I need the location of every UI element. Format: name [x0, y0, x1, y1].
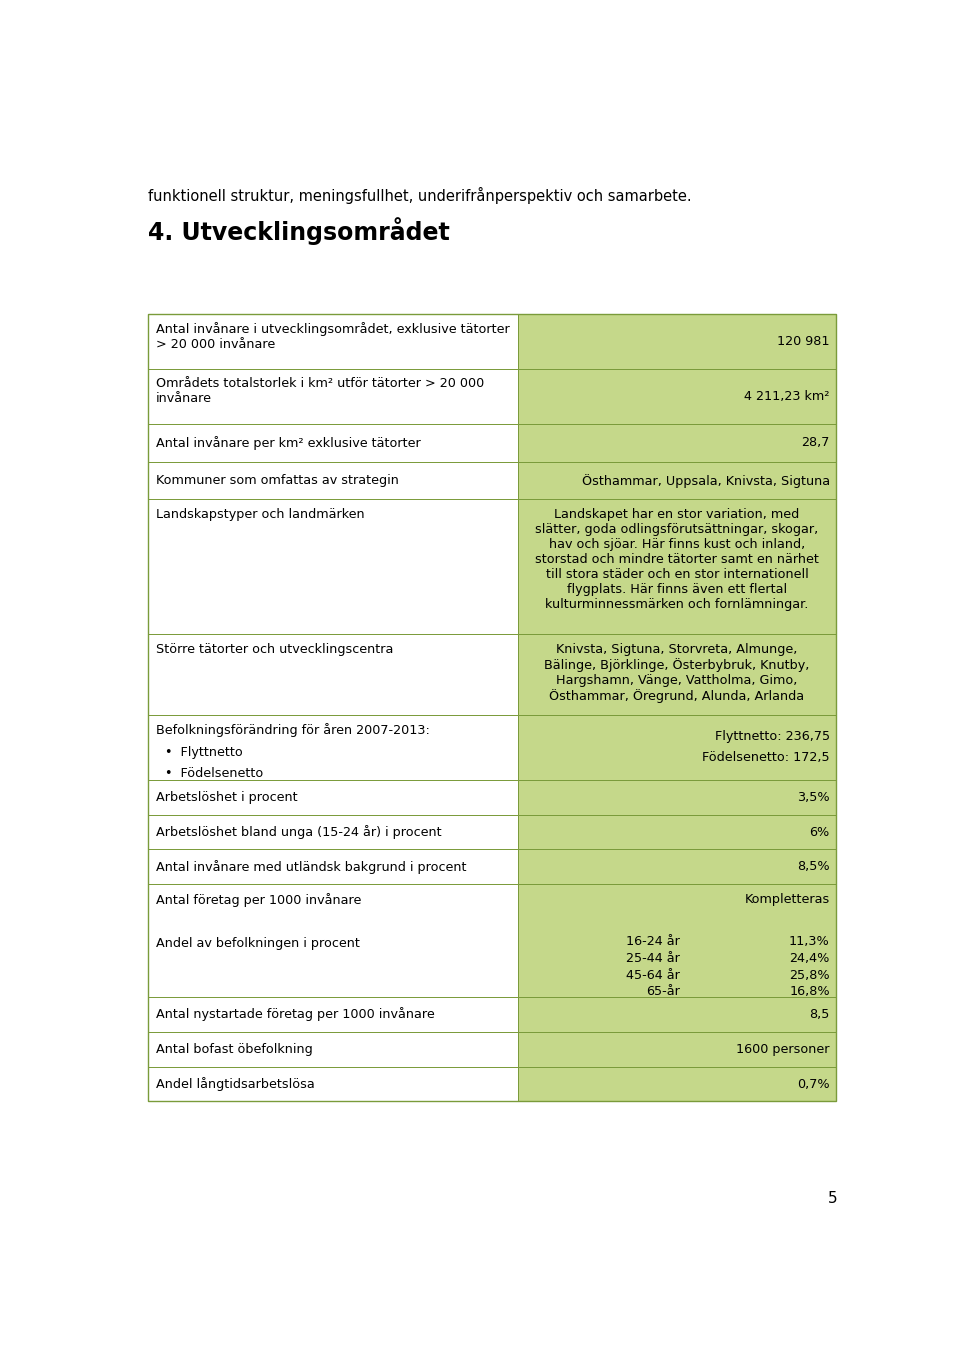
- Text: 4 211,23 km²: 4 211,23 km²: [744, 390, 829, 402]
- Text: 65-år: 65-år: [646, 986, 681, 998]
- Text: Flyttnetto: 236,75: Flyttnetto: 236,75: [714, 730, 829, 743]
- Bar: [148, 368, 518, 423]
- Text: Antal invånare med utländsk bakgrund i procent: Antal invånare med utländsk bakgrund i p…: [156, 860, 467, 873]
- Text: Födelsenetto: 172,5: Födelsenetto: 172,5: [702, 752, 829, 764]
- Bar: [148, 314, 518, 368]
- Bar: [148, 461, 518, 500]
- Text: Kompletteras: Kompletteras: [745, 893, 829, 906]
- Text: Antal invånare per km² exklusive tätorter: Antal invånare per km² exklusive tätorte…: [156, 435, 420, 449]
- Text: Större tätorter och utvecklingscentra: Större tätorter och utvecklingscentra: [156, 643, 393, 656]
- Bar: [148, 314, 836, 1102]
- Bar: [518, 780, 836, 815]
- Text: Knivsta, Sigtuna, Storvreta, Almunge,
Bälinge, Björklinge, Österbybruk, Knutby,
: Knivsta, Sigtuna, Storvreta, Almunge, Bä…: [544, 643, 809, 704]
- Text: funktionell struktur, meningsfullhet, underifrånperspektiv och samarbete.: funktionell struktur, meningsfullhet, un…: [148, 188, 692, 204]
- Text: Befolkningsförändring för åren 2007-2013:: Befolkningsförändring för åren 2007-2013…: [156, 723, 429, 737]
- Text: Östhammar, Uppsala, Knivsta, Sigtuna: Östhammar, Uppsala, Knivsta, Sigtuna: [582, 474, 829, 487]
- Text: 4. Utvecklingsområdet: 4. Utvecklingsområdet: [148, 216, 450, 245]
- Text: 16,8%: 16,8%: [789, 986, 829, 998]
- Text: Antal nystartade företag per 1000 invånare: Antal nystartade företag per 1000 invåna…: [156, 1008, 435, 1021]
- Text: Kommuner som omfattas av strategin: Kommuner som omfattas av strategin: [156, 474, 398, 487]
- Text: 8,5%: 8,5%: [797, 860, 829, 873]
- Bar: [518, 850, 836, 884]
- Text: 25-44 år: 25-44 år: [626, 951, 681, 965]
- Bar: [518, 884, 836, 997]
- Text: Arbetslöshet i procent: Arbetslöshet i procent: [156, 791, 298, 804]
- Text: 25,8%: 25,8%: [789, 969, 829, 982]
- Bar: [148, 1066, 518, 1102]
- Bar: [518, 423, 836, 461]
- Text: Landskapet har en stor variation, med
slätter, goda odlingsförutsättningar, skog: Landskapet har en stor variation, med sl…: [535, 508, 819, 611]
- Bar: [518, 500, 836, 634]
- Bar: [518, 314, 836, 368]
- Text: Landskapstyper och landmärken: Landskapstyper och landmärken: [156, 508, 365, 522]
- Text: 0,7%: 0,7%: [797, 1077, 829, 1091]
- Text: •  Födelsenetto: • Födelsenetto: [165, 767, 263, 780]
- Bar: [148, 634, 518, 715]
- Text: Antal invånare i utvecklingsområdet, exklusive tätorter
> 20 000 invånare: Antal invånare i utvecklingsområdet, exk…: [156, 322, 510, 352]
- Text: Antal företag per 1000 invånare: Antal företag per 1000 invånare: [156, 893, 361, 906]
- Bar: [518, 815, 836, 850]
- Text: 5: 5: [828, 1191, 838, 1206]
- Bar: [148, 423, 518, 461]
- Text: 24,4%: 24,4%: [789, 951, 829, 965]
- Bar: [518, 461, 836, 500]
- Text: 6%: 6%: [809, 826, 829, 839]
- Bar: [148, 715, 518, 780]
- Text: 8,5: 8,5: [809, 1008, 829, 1021]
- Bar: [148, 1032, 518, 1066]
- Text: •  Flyttnetto: • Flyttnetto: [165, 746, 242, 760]
- Text: 120 981: 120 981: [778, 335, 829, 348]
- Bar: [148, 997, 518, 1032]
- Bar: [148, 780, 518, 815]
- Text: Andel av befolkningen i procent: Andel av befolkningen i procent: [156, 936, 360, 950]
- Text: Antal bofast öbefolkning: Antal bofast öbefolkning: [156, 1043, 312, 1055]
- Bar: [518, 634, 836, 715]
- Bar: [148, 500, 518, 634]
- Bar: [148, 815, 518, 850]
- Bar: [518, 1066, 836, 1102]
- Text: Andel långtidsarbetslösa: Andel långtidsarbetslösa: [156, 1077, 315, 1091]
- Bar: [518, 715, 836, 780]
- Text: Arbetslöshet bland unga (15-24 år) i procent: Arbetslöshet bland unga (15-24 år) i pro…: [156, 826, 442, 839]
- Bar: [518, 997, 836, 1032]
- Bar: [518, 1032, 836, 1066]
- Text: 11,3%: 11,3%: [789, 935, 829, 947]
- Text: 3,5%: 3,5%: [797, 791, 829, 804]
- Text: 45-64 år: 45-64 år: [626, 969, 681, 982]
- Bar: [148, 884, 518, 997]
- Text: 1600 personer: 1600 personer: [736, 1043, 829, 1055]
- Bar: [148, 850, 518, 884]
- Bar: [518, 368, 836, 423]
- Text: 16-24 år: 16-24 år: [626, 935, 681, 947]
- Text: 28,7: 28,7: [802, 437, 829, 449]
- Text: Områdets totalstorlek i km² utför tätorter > 20 000
invånare: Områdets totalstorlek i km² utför tätort…: [156, 378, 484, 405]
